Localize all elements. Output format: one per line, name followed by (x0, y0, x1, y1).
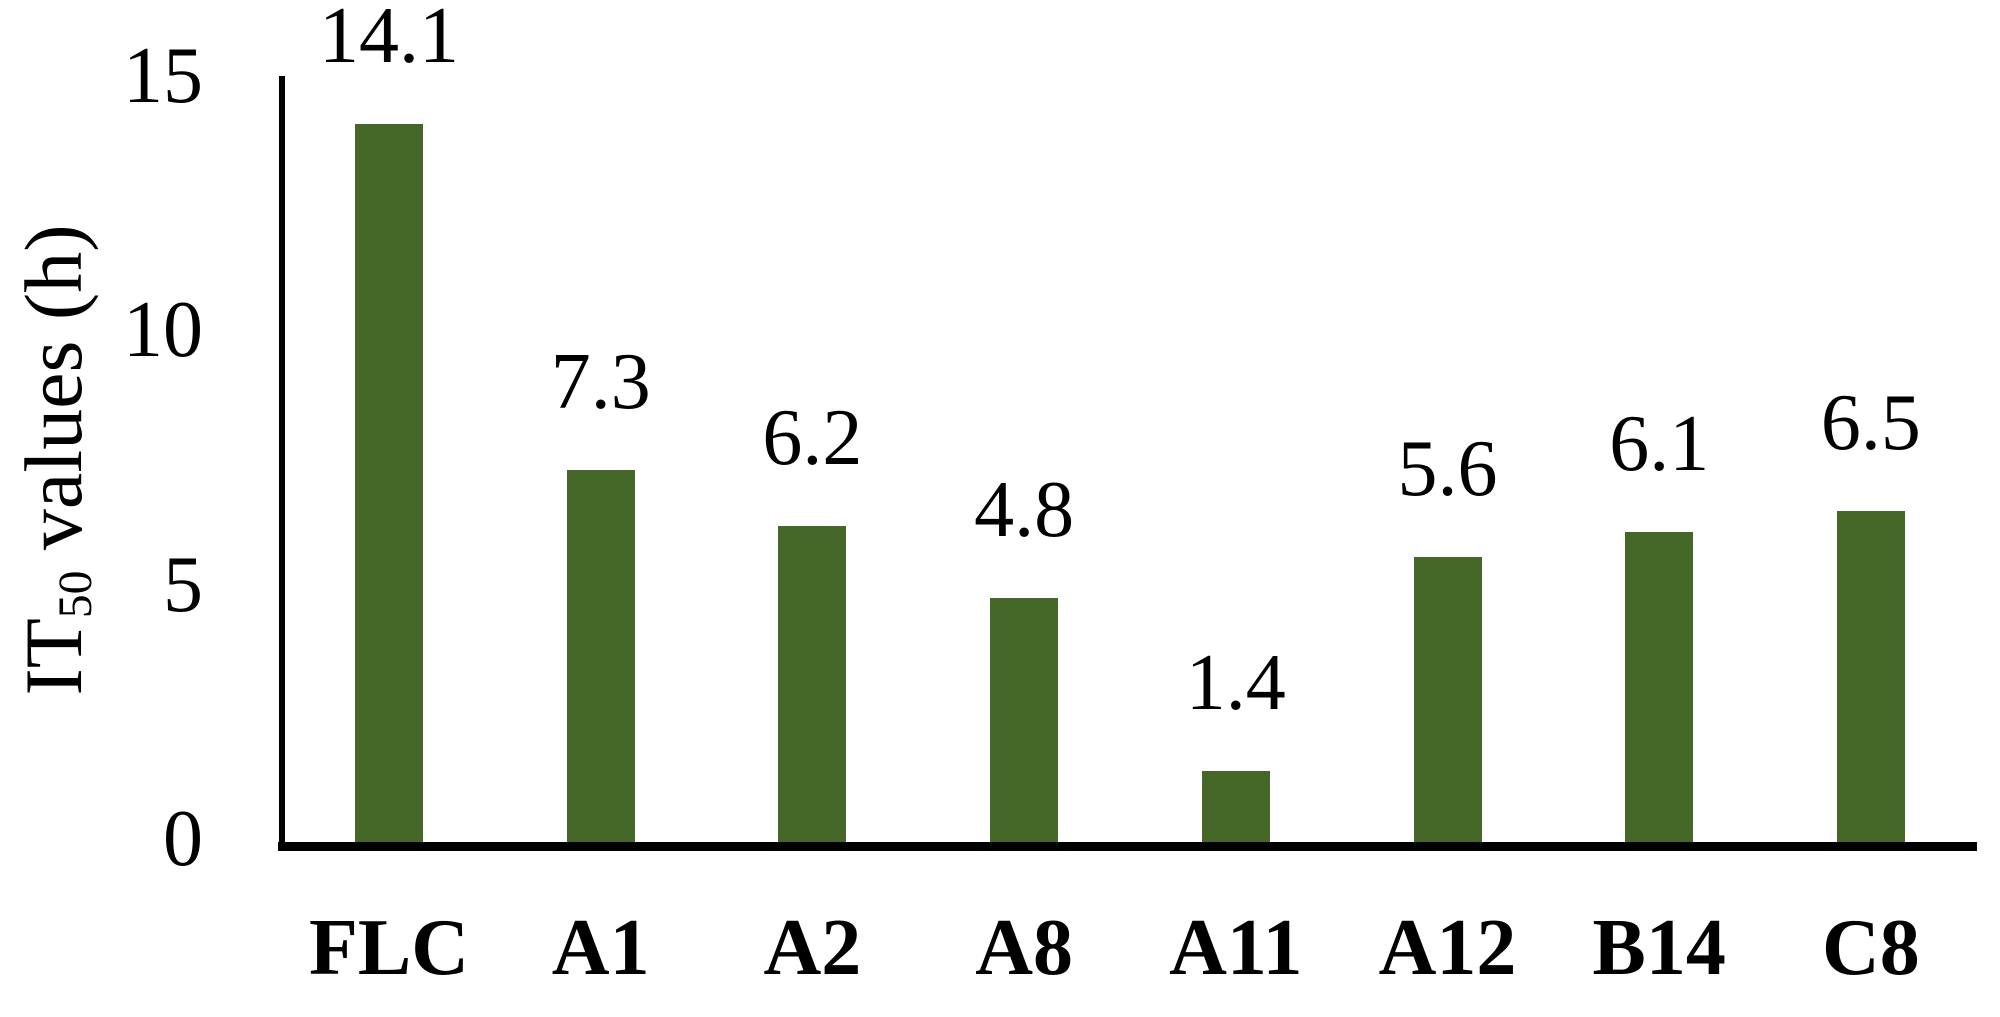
value-label-A12: 5.6 (1397, 424, 1498, 513)
bar-C8 (1836, 511, 1905, 842)
y-axis-title-prefix: IT (8, 618, 99, 696)
bar-A2 (778, 526, 847, 842)
x-tick-label-A8: A8 (975, 904, 1073, 992)
value-label-A2: 6.2 (762, 394, 863, 483)
y-axis-title: IT50 values (h) (7, 110, 102, 810)
bar-A11 (1201, 770, 1270, 842)
y-tick-label-0: 0 (163, 795, 203, 883)
y-tick-label-15: 15 (123, 31, 203, 120)
x-tick-label-FLC: FLC (309, 904, 469, 992)
bar-B14 (1625, 531, 1694, 842)
value-label-FLC: 14.1 (319, 0, 459, 81)
value-label-B14: 6.1 (1609, 399, 1710, 488)
x-axis-line (278, 842, 1977, 851)
bar-A12 (1413, 556, 1482, 842)
x-tick-label-A11: A11 (1169, 904, 1303, 992)
y-axis-title-suffix: values (h) (8, 224, 99, 571)
x-tick-label-C8: C8 (1822, 904, 1920, 992)
y-axis-line (279, 76, 285, 851)
x-tick-label-A2: A2 (763, 904, 862, 992)
x-tick-label-B14: B14 (1592, 904, 1726, 992)
value-label-A1: 7.3 (550, 338, 651, 427)
bar-FLC (355, 124, 423, 842)
y-tick-label-5: 5 (163, 540, 203, 629)
value-label-A11: 1.4 (1185, 638, 1286, 727)
x-tick-label-A12: A12 (1378, 904, 1517, 992)
x-tick-label-A1: A1 (551, 904, 650, 992)
y-tick-label-10: 10 (123, 286, 203, 374)
value-label-C8: 6.5 (1820, 379, 1921, 468)
bar-A1 (566, 470, 635, 842)
bar-A8 (990, 597, 1059, 842)
value-label-A8: 4.8 (974, 465, 1075, 554)
